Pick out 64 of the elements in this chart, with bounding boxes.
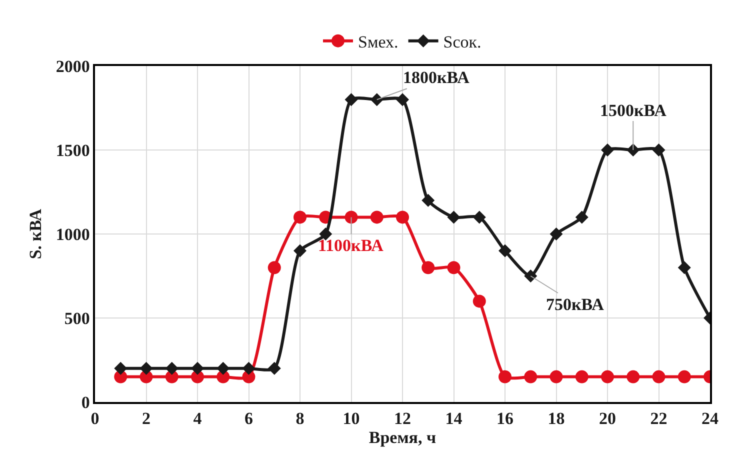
legend-label: Sмех. [358,32,398,52]
annotation: 750кВА [546,295,605,314]
point [626,370,640,384]
point [472,210,486,224]
x-tick-label: 20 [599,409,616,428]
point [294,210,306,224]
y-tick-label: 1500 [56,140,90,160]
point [422,194,435,207]
point [498,244,512,258]
point [524,370,538,384]
annotation: 1800кВА [403,68,470,87]
annotation: 1500кВА [600,101,668,120]
x-tick-label: 22 [650,409,668,428]
x-tick-label: 10 [342,409,360,428]
point [575,210,588,224]
point [294,244,306,258]
point [652,370,666,384]
legend-label: Sсок. [443,32,482,52]
point [447,261,460,274]
y-tick-label: 1000 [56,224,90,244]
point [601,144,614,156]
point [601,370,614,384]
x-tick-label: 18 [548,409,565,428]
point [678,370,691,384]
point [524,270,538,282]
y-axis-title: S. кВА [26,208,45,260]
x-tick-label: 4 [193,409,202,428]
point [344,93,358,106]
point [165,362,178,375]
point [370,210,384,224]
point [268,261,281,274]
x-tick-label: 16 [496,409,514,428]
x-axis-title: Время, ч [368,428,437,448]
point [268,362,281,375]
point [447,210,460,224]
x-tick-label: 24 [702,409,719,428]
point [472,294,486,308]
point [678,261,691,274]
point [498,370,512,384]
y-tick-label: 0 [81,392,90,412]
y-tick-label: 2000 [56,56,90,76]
point [550,228,563,240]
x-tick-label: 2 [142,409,150,428]
point [370,93,384,106]
annotation: 1100кВА [318,236,384,255]
x-tick-label: 14 [445,409,463,428]
point [396,210,409,224]
y-tick-label: 500 [64,308,90,328]
x-tick-label: 6 [244,409,253,428]
point [319,228,332,240]
x-tick-label: 12 [394,409,411,428]
point [652,144,666,156]
point [550,370,563,384]
point [626,144,640,156]
point [344,210,358,224]
point [396,93,409,106]
point [242,362,256,375]
point [114,362,128,375]
x-tick-label: 8 [296,409,304,428]
point [191,362,204,375]
point [216,362,230,375]
point [575,370,588,384]
point [422,261,435,274]
point [140,362,153,375]
